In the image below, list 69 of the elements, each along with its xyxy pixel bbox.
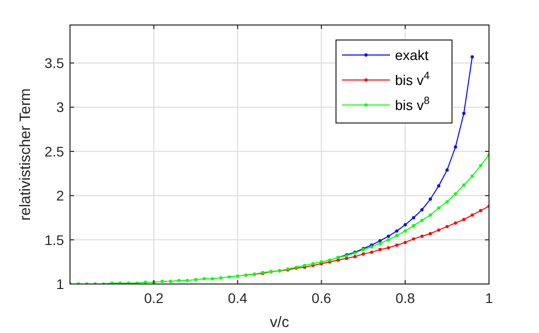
x-tick-label: 0.6 (312, 290, 332, 306)
point (446, 168, 449, 172)
point (470, 174, 474, 178)
point (177, 278, 181, 282)
point (420, 218, 424, 222)
x-tick-label: 0.8 (395, 290, 416, 306)
point (168, 280, 172, 283)
point (420, 234, 424, 238)
point (144, 280, 148, 284)
point (228, 275, 231, 279)
y-tick-label: 3 (56, 99, 64, 116)
point (210, 277, 214, 280)
point (428, 232, 432, 236)
point (437, 228, 440, 232)
point (446, 224, 449, 228)
point (479, 209, 482, 212)
point (378, 239, 382, 242)
point (437, 184, 440, 188)
y-tick-label: 2.5 (44, 143, 64, 160)
x-tick-label: 1 (485, 290, 494, 306)
point (386, 234, 390, 238)
y-tick-label: 1.5 (44, 232, 64, 248)
y-tick-label: 1 (56, 276, 64, 292)
point (160, 280, 164, 283)
point (236, 274, 240, 278)
point (470, 55, 474, 58)
point (395, 234, 398, 237)
point (412, 216, 416, 220)
point (378, 248, 382, 252)
point (362, 252, 365, 256)
x-axis-title: v/c (270, 314, 290, 331)
point (420, 208, 424, 212)
point (412, 224, 416, 228)
y-tick-label: 3.5 (44, 55, 64, 72)
point (386, 246, 390, 250)
point (412, 237, 416, 241)
point (470, 213, 474, 217)
point (454, 221, 458, 225)
y-tick-label: 2 (56, 188, 64, 204)
point (462, 112, 466, 115)
point (395, 229, 398, 233)
point (370, 250, 374, 254)
point (378, 242, 382, 245)
point (437, 206, 440, 210)
point (353, 254, 357, 258)
point (386, 238, 390, 242)
point (428, 213, 432, 217)
point (446, 200, 449, 204)
point (219, 276, 222, 280)
legend-label: bis v$^{8}$ (395, 95, 430, 113)
point (202, 277, 206, 280)
point (454, 192, 458, 196)
point (344, 256, 348, 260)
point (404, 223, 407, 226)
point (194, 278, 198, 282)
point (454, 145, 458, 149)
point (395, 244, 398, 247)
point (462, 183, 466, 187)
point (462, 218, 466, 222)
legend-label: bis v$^{4}$ (395, 70, 430, 88)
legend-label: exakt (395, 47, 429, 63)
point (404, 229, 407, 233)
point (428, 198, 432, 201)
y-axis-title: relativistischer Term (17, 88, 34, 221)
x-tick-label: 0.4 (228, 290, 248, 306)
point (404, 240, 407, 244)
point (186, 278, 189, 282)
x-tick-label: 0.2 (144, 290, 164, 306)
point (479, 164, 482, 168)
